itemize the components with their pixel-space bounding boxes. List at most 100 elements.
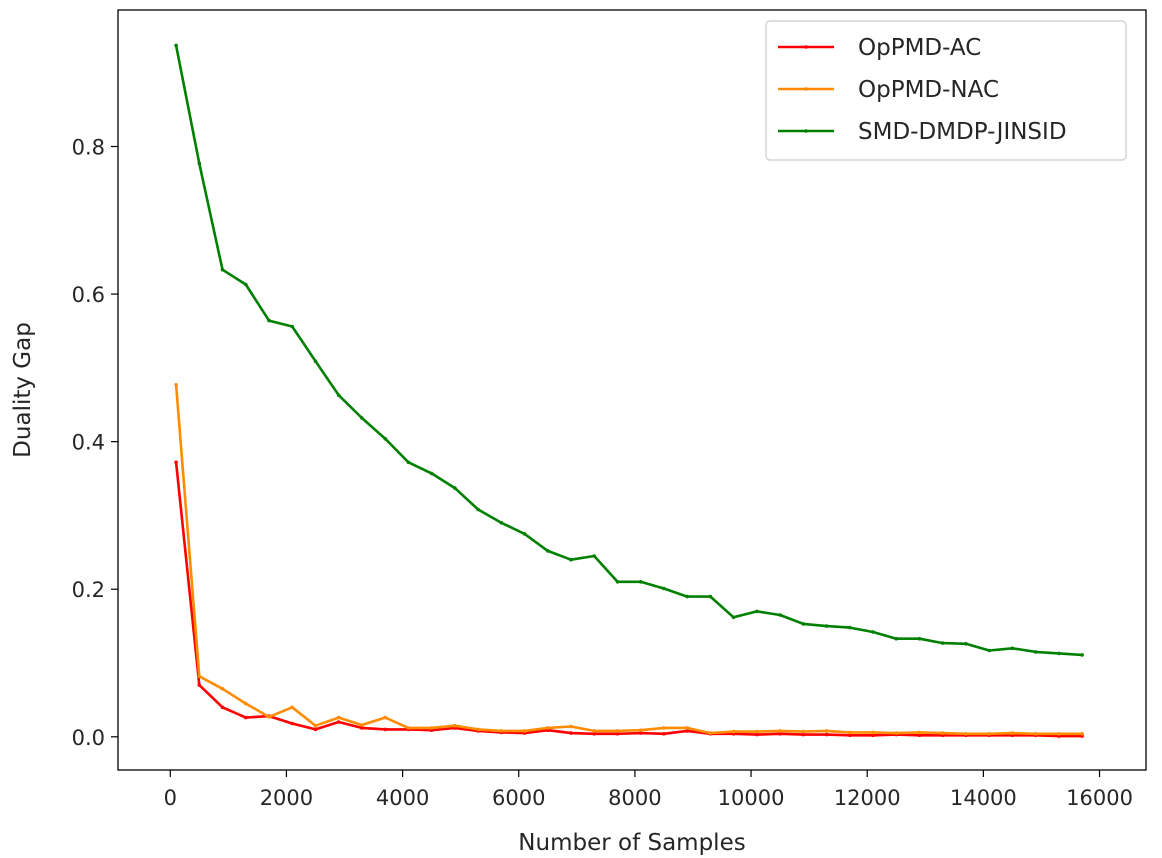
data-point: [615, 580, 620, 584]
data-point: [174, 460, 178, 465]
data-point: [638, 731, 643, 735]
data-point: [336, 720, 341, 724]
data-point: [801, 732, 806, 737]
data-point: [174, 383, 178, 387]
data-point: [824, 729, 829, 733]
data-point: [848, 733, 852, 738]
y-tick-label: 0.4: [72, 431, 105, 455]
data-point: [685, 729, 689, 733]
data-point: [638, 728, 643, 732]
data-point: [917, 733, 922, 738]
data-point: [731, 729, 736, 734]
data-point: [290, 324, 295, 329]
data-point: [662, 726, 666, 730]
plot-area: [117, 9, 1147, 771]
data-point: [244, 715, 248, 720]
plot-frame: [117, 9, 1147, 771]
data-point: [406, 726, 411, 730]
series-2: [174, 383, 1084, 736]
y-tick-label: 0.8: [72, 136, 105, 160]
legend: OpPMD-AC OpPMD-NAC SMD-DMDP-JINSID: [765, 20, 1127, 161]
data-point: [336, 393, 341, 398]
data-point: [708, 594, 713, 599]
data-point: [499, 729, 504, 733]
data-point: [685, 594, 689, 599]
data-point: [360, 726, 364, 730]
series-layer: [174, 43, 1084, 738]
data-point: [569, 724, 573, 729]
data-point: [313, 723, 318, 728]
data-point: [197, 674, 202, 679]
x-axis-label: Number of Samples: [518, 830, 745, 856]
series-3: [174, 43, 1084, 657]
data-point: [871, 733, 875, 738]
data-point: [267, 318, 271, 323]
data-point: [894, 636, 899, 641]
data-point: [755, 729, 759, 734]
data-point: [1057, 651, 1061, 656]
data-point: [964, 732, 968, 736]
x-axis: 0 2000 4000 6000 8000 10000 12000 14000 16000: [164, 770, 1133, 810]
y-tick-label: 0.0: [72, 726, 105, 750]
series-line: [174, 383, 1084, 736]
series-line: [174, 44, 1084, 657]
legend-marker: [804, 87, 808, 91]
data-point: [987, 732, 991, 736]
legend-label: SMD-DMDP-JINSID: [858, 119, 1067, 145]
data-point: [569, 731, 573, 735]
data-point: [360, 723, 364, 727]
data-point: [383, 727, 388, 732]
data-point: [267, 715, 271, 719]
data-point: [1080, 732, 1084, 736]
data-point: [1010, 646, 1015, 651]
data-point: [871, 730, 875, 735]
data-point: [1033, 650, 1038, 654]
legend-item: OpPMD-AC: [778, 35, 981, 61]
x-tick-label: 8000: [608, 786, 661, 810]
data-point: [313, 727, 318, 732]
data-point: [522, 729, 527, 733]
data-point: [336, 715, 341, 720]
series-line: [174, 460, 1084, 738]
data-point: [220, 267, 225, 272]
data-point: [220, 687, 225, 691]
data-point: [1080, 653, 1084, 657]
x-tick-label: 4000: [376, 786, 429, 810]
data-point: [801, 622, 806, 626]
data-point: [778, 613, 782, 617]
data-point: [453, 723, 457, 728]
data-point: [546, 726, 550, 730]
data-point: [964, 642, 968, 646]
legend-frame: [765, 20, 1127, 161]
data-point: [429, 726, 434, 730]
x-tick-label: 16000: [1066, 786, 1133, 810]
x-tick-label: 6000: [492, 786, 545, 810]
data-point: [755, 732, 759, 737]
y-tick-label: 0.6: [72, 283, 105, 307]
data-point: [569, 557, 573, 562]
data-point: [592, 732, 596, 736]
legend-item: SMD-DMDP-JINSID: [778, 119, 1067, 145]
data-point: [801, 729, 806, 734]
data-point: [894, 731, 899, 735]
legend-label: OpPMD-AC: [858, 35, 981, 61]
data-point: [383, 715, 388, 720]
data-point: [592, 554, 596, 558]
data-point: [383, 436, 388, 441]
data-point: [940, 731, 945, 735]
data-point: [174, 43, 178, 48]
x-tick-label: 12000: [834, 786, 901, 810]
legend-label: OpPMD-NAC: [858, 77, 999, 103]
data-point: [476, 507, 480, 512]
data-point: [824, 732, 829, 737]
data-point: [313, 359, 318, 364]
y-axis-label: Duality Gap: [10, 322, 36, 458]
data-point: [429, 471, 434, 476]
y-axis: 0.0 0.2 0.4 0.6 0.8: [72, 136, 118, 750]
data-point: [917, 636, 922, 641]
data-point: [499, 521, 504, 525]
data-point: [197, 161, 202, 166]
legend-marker: [804, 45, 808, 49]
data-point: [638, 580, 643, 584]
data-point: [871, 630, 875, 634]
